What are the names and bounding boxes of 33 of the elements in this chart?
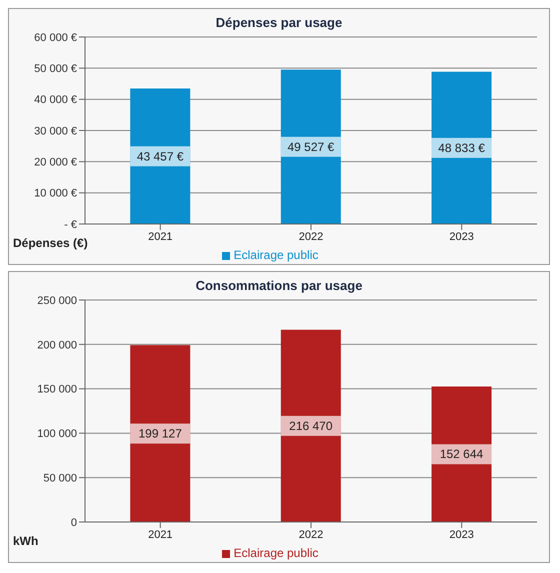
y-tick-label: 50 000 € <box>34 63 77 76</box>
legend-label: Eclairage public <box>234 248 318 262</box>
x-tick-label: 2022 <box>298 230 324 243</box>
chart-title: Consommations par usage <box>194 277 364 295</box>
y-tick-label: 250 000 <box>37 294 77 307</box>
data-label: 48 833 € <box>438 140 486 155</box>
data-label: 199 127 <box>138 426 182 441</box>
y-tick-label: 60 000 € <box>34 32 77 44</box>
data-label: 152 644 <box>440 447 484 462</box>
bar <box>280 330 341 522</box>
y-tick-label: - € <box>64 218 77 231</box>
chart-title: Dépenses par usage <box>214 14 344 32</box>
data-label: 49 527 € <box>288 140 335 154</box>
y-tick-label: 150 000 <box>37 384 77 396</box>
y-tick-label: 20 000 € <box>34 156 77 169</box>
y-axis-title: Dépenses (€) <box>13 236 88 250</box>
y-tick-label: 40 000 € <box>34 94 77 106</box>
x-tick-label: 2023 <box>449 230 474 243</box>
bar <box>130 345 190 522</box>
x-tick-label: 2021 <box>148 230 173 243</box>
y-axis-title: kWh <box>13 534 38 548</box>
y-tick-label: 30 000 € <box>34 125 77 138</box>
x-tick-label: 2021 <box>148 528 173 541</box>
y-tick-label: 200 000 <box>37 339 77 352</box>
y-tick-label: 10 000 € <box>34 188 77 200</box>
y-tick-label: 50 000 <box>43 472 77 485</box>
y-tick-label: 0 <box>70 516 77 529</box>
y-tick-label: 100 000 <box>37 428 77 440</box>
data-label: 216 470 <box>289 418 333 433</box>
legend-label: Eclairage public <box>234 546 318 560</box>
x-tick-label: 2023 <box>449 528 474 541</box>
x-tick-label: 2022 <box>298 528 324 541</box>
data-label: 43 457 € <box>136 149 184 164</box>
